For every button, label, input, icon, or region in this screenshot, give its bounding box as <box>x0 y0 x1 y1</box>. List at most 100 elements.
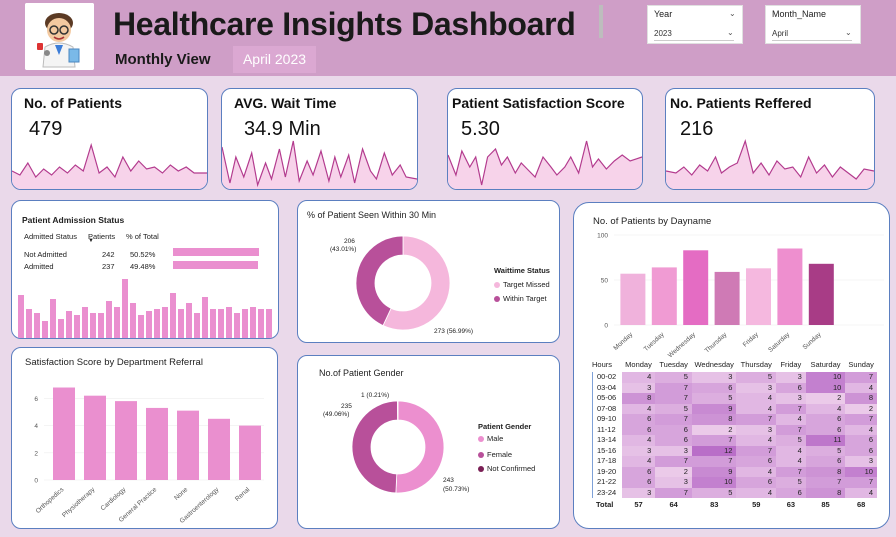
heatmap-cell: 12 <box>691 445 737 456</box>
bar-general-practice[interactable] <box>146 407 168 480</box>
x-tick-label: Orthopedics <box>35 486 66 515</box>
kpi-card-satisfaction[interactable]: Patient Satisfaction Score 5.30 <box>447 88 643 190</box>
bar-none[interactable] <box>177 410 199 480</box>
heatmap-cell: 6 <box>736 456 777 467</box>
heatmap-cell: 4 <box>736 403 777 414</box>
kpi-card-wait-time[interactable]: AVG. Wait Time 34.9 Min <box>221 88 418 190</box>
legend-item[interactable]: Target Missed <box>494 280 550 289</box>
donut-slice-female[interactable] <box>351 400 399 494</box>
donut-slice-target-missed[interactable] <box>382 235 451 331</box>
column-header: Patients <box>88 232 116 241</box>
heatmap-cell: 8 <box>805 487 846 498</box>
heatmap-cell: 3 <box>776 372 806 383</box>
bar-saturday[interactable] <box>777 248 803 326</box>
heatmap-cell: 7 <box>776 424 806 435</box>
heatmap-cell: 6 <box>845 445 877 456</box>
heatmap-cell: 4 <box>621 456 656 467</box>
heatmap-cell: 7 <box>691 435 737 446</box>
chevron-down-icon[interactable]: ⌄ <box>729 9 736 18</box>
heatmap-cell: 7 <box>776 403 806 414</box>
table-row[interactable]: 07-08 4 5 9 4 7 4 2 <box>592 403 877 414</box>
donut-slice-male[interactable] <box>395 400 445 494</box>
kpi-card-patients[interactable]: No. of Patients 479 <box>11 88 208 190</box>
kpi-card-referred[interactable]: No. Patients Reffered 216 <box>665 88 875 190</box>
total-cell: Total <box>596 500 614 509</box>
y-tick-label: 50 <box>601 278 609 285</box>
heatmap-cell: 5 <box>655 372 692 383</box>
donut-slice-not-confirmed[interactable] <box>396 400 399 421</box>
table-row[interactable]: 11-12 6 6 2 3 7 6 4 <box>592 424 877 435</box>
heatmap-cell: 8 <box>845 393 877 404</box>
kpi-title: Patient Satisfaction Score <box>452 95 625 111</box>
gender-donut-chart <box>351 400 445 494</box>
bar-renal[interactable] <box>239 425 261 480</box>
gender-panel[interactable]: No.of Patient Gender 1 (0.21%) 235 (49.0… <box>297 355 560 529</box>
pct-bar <box>173 261 258 269</box>
heatmap-cell: 7 <box>655 456 692 467</box>
legend-item[interactable]: Not Confirmed <box>478 464 535 473</box>
month-dropdown[interactable]: April <box>772 27 852 41</box>
x-tick-label: Sunday <box>802 331 824 351</box>
table-row[interactable]: 17-18 4 7 7 6 4 6 3 <box>592 456 877 467</box>
table-row[interactable]: 13-14 4 6 7 4 5 11 6 <box>592 435 877 446</box>
total-cell: 59 <box>752 500 761 509</box>
hour-label: 11-12 <box>592 424 622 435</box>
heatmap-cell: 7 <box>655 414 692 425</box>
heatmap-cell: 6 <box>655 424 692 435</box>
seen-donut-chart <box>355 235 451 331</box>
bar-cardiology[interactable] <box>115 401 137 480</box>
table-row[interactable]: 21-22 6 3 10 6 5 7 7 <box>592 477 877 488</box>
heatmap-cell: 4 <box>776 445 806 456</box>
pct-bar <box>173 248 259 256</box>
donut-slice-within-target[interactable] <box>355 235 404 327</box>
table-row[interactable]: 15-16 3 3 12 7 4 5 6 <box>592 445 877 456</box>
bar-gastroenterology[interactable] <box>208 418 230 480</box>
year-dropdown[interactable]: 2023 <box>654 27 734 41</box>
chevron-down-icon[interactable]: ⌄ <box>727 28 734 37</box>
bar-wednesday[interactable] <box>683 250 709 325</box>
heatmap-column-header: Friday <box>780 360 802 369</box>
table-row[interactable]: 00-02 4 5 3 5 3 10 7 <box>592 372 877 383</box>
bar-tuesday[interactable] <box>651 267 677 325</box>
legend-item[interactable]: Female <box>478 450 512 459</box>
chevron-down-icon[interactable]: ⌄ <box>845 28 852 37</box>
heatmap-cell: 6 <box>621 414 656 425</box>
kpi-title: No. of Patients <box>24 95 123 111</box>
table-row[interactable]: 23-24 3 7 5 4 6 8 4 <box>592 487 877 498</box>
dept-satisfaction-panel[interactable]: Satisfaction Score by Department Referra… <box>11 347 278 529</box>
seen-30-panel[interactable]: % of Patient Seen Within 30 Min 206 (43.… <box>297 200 560 343</box>
total-cell: 57 <box>634 500 643 509</box>
legend-item[interactable]: Within Target <box>494 294 547 303</box>
sparkline-chart <box>12 142 207 189</box>
table-row[interactable]: 19-20 6 2 9 4 7 8 10 <box>592 466 877 477</box>
heatmap-cell: 6 <box>805 424 846 435</box>
heatmap-cell: 2 <box>845 403 877 414</box>
table-row[interactable]: 05-06 8 7 5 4 3 2 8 <box>592 393 877 404</box>
year-slicer-label: Year <box>654 9 673 19</box>
year-slicer[interactable]: Year ⌄ 2023 ⌄ <box>647 5 743 44</box>
bar-monday[interactable] <box>620 273 646 325</box>
heatmap-column-header: Thursday <box>740 360 772 369</box>
month-slicer[interactable]: Month_Name April ⌄ <box>765 5 861 44</box>
heatmap-cell: 4 <box>845 382 877 393</box>
bar-orthopedics[interactable] <box>53 387 75 480</box>
hours-heatmap-table[interactable]: Hours Monday Tuesday Wednesday Thursday Frida… <box>592 360 877 511</box>
row-pct: 50.52% <box>130 250 156 259</box>
y-tick-label: 0 <box>604 323 608 330</box>
bar-sunday[interactable] <box>808 263 834 325</box>
sort-desc-icon[interactable]: ▼ <box>88 238 94 244</box>
bar-thursday[interactable] <box>714 271 740 325</box>
table-row[interactable]: 03-04 3 7 6 3 6 10 4 <box>592 382 877 393</box>
hour-label: 17-18 <box>592 456 622 467</box>
heatmap-cell: 6 <box>691 382 737 393</box>
legend-item[interactable]: Male <box>478 434 503 443</box>
hour-label: 13-14 <box>592 435 622 446</box>
bar-friday[interactable] <box>746 268 771 325</box>
bar-physiotherapy[interactable] <box>84 395 106 480</box>
admission-status-panel[interactable]: Patient Admission Status Admitted Status… <box>11 200 279 339</box>
heatmap-cell: 7 <box>655 487 692 498</box>
hour-label: 19-20 <box>592 466 622 477</box>
table-row[interactable]: 09-10 6 7 8 7 4 6 7 <box>592 414 877 425</box>
hour-label: 07-08 <box>592 403 622 414</box>
